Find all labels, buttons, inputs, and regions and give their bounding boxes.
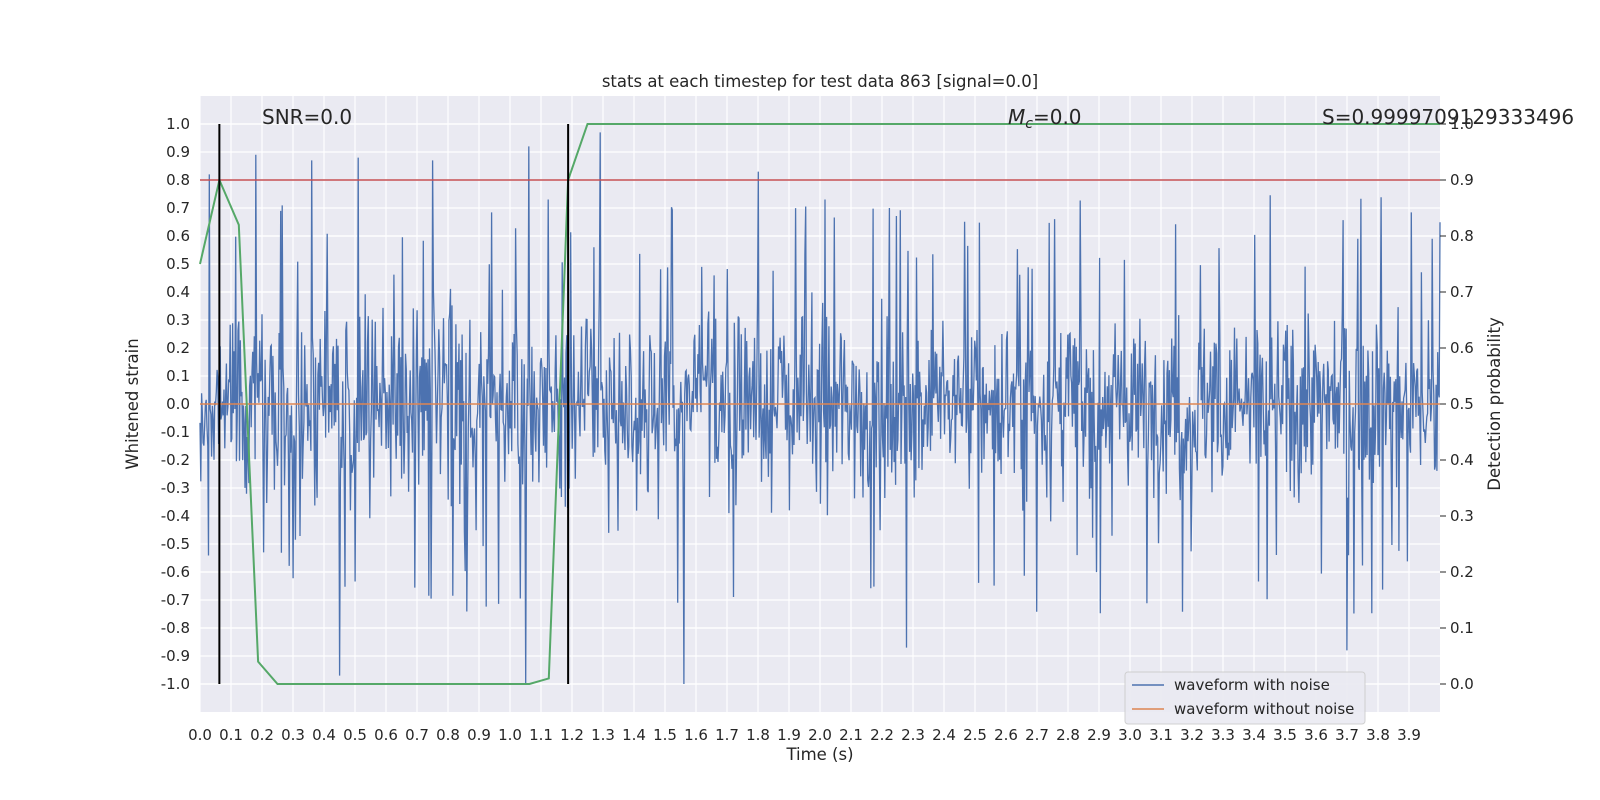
y2-tick-label: 0.3 [1450,507,1474,525]
x-tick-label: 1.8 [746,726,770,744]
y-tick-label: 0.5 [166,255,190,273]
x-tick-label: 0.0 [188,726,212,744]
x-tick-label: 1.6 [684,726,708,744]
y2-tick-label: 1.0 [1450,115,1474,133]
y-tick-label: -0.1 [161,423,190,441]
x-tick-label: 3.2 [1180,726,1204,744]
x-tick-label: 3.1 [1149,726,1173,744]
legend: waveform with noise waveform without noi… [1124,671,1366,725]
y2-tick-label: 0.1 [1450,619,1474,637]
x-tick-label: 1.4 [622,726,646,744]
y-tick-label: -0.5 [161,535,190,553]
x-tick-label: 3.7 [1335,726,1359,744]
x-tick-label: 3.9 [1397,726,1421,744]
x-tick-label: 0.5 [343,726,367,744]
y-tick-label: 0.8 [166,171,190,189]
y-tick-label: 0.4 [166,283,190,301]
x-tick-label: 2.2 [870,726,894,744]
y-tick-label: 0.9 [166,143,190,161]
x-tick-label: 3.0 [1118,726,1142,744]
y-tick-label: -0.2 [161,451,190,469]
x-axis-ticks: 0.0 0.1 0.2 0.3 0.4 0.5 0.6 0.7 0.8 0.9 1.0 1.1 1.2 1… [188,726,1421,744]
x-tick-label: 1.9 [777,726,801,744]
y-tick-label: -0.6 [161,563,190,581]
x-tick-label: 2.7 [1025,726,1049,744]
y2-tick-label: 0.5 [1450,395,1474,413]
x-tick-label: 2.3 [901,726,925,744]
y-tick-label: 0.3 [166,311,190,329]
y-tick-label: -0.9 [161,647,190,665]
chirp-mass-value: =0.0 [1033,105,1082,129]
x-tick-label: 3.8 [1366,726,1390,744]
snr-annotation: SNR=0.0 [262,105,352,129]
y2-tick-label: 0.2 [1450,563,1474,581]
y-tick-label: 0.6 [166,227,190,245]
x-tick-label: 0.3 [281,726,305,744]
y2-axis-ticks: 1.0 0.9 0.8 0.7 0.6 0.5 0.4 0.3 0.2 0.1 0.0 [1440,115,1474,693]
x-tick-label: 0.9 [467,726,491,744]
x-tick-label: 0.8 [436,726,460,744]
y2-tick-label: 0.0 [1450,675,1474,693]
x-tick-label: 2.0 [808,726,832,744]
y-tick-label: -0.3 [161,479,190,497]
x-tick-label: 2.5 [963,726,987,744]
y-tick-label: 0.2 [166,339,190,357]
legend-box [1124,671,1366,725]
x-tick-label: 2.6 [994,726,1018,744]
chirp-mass-annotation: Mc=0.0 [1008,105,1082,132]
x-tick-label: 1.7 [715,726,739,744]
y-axis-ticks: 1.0 0.9 0.8 0.7 0.6 0.5 0.4 0.3 0.2 0.1 0.0 -0.1 -0.… [161,115,190,693]
x-tick-label: 3.5 [1273,726,1297,744]
y2-tick-label: 0.9 [1450,171,1474,189]
chart-title: stats at each timestep for test data 863… [602,72,1038,91]
x-tick-label: 2.1 [839,726,863,744]
y-tick-label: -0.8 [161,619,190,637]
y-tick-label: -1.0 [161,675,190,693]
x-tick-label: 0.1 [219,726,243,744]
x-tick-label: 3.3 [1211,726,1235,744]
y-tick-label: -0.7 [161,591,190,609]
x-tick-label: 1.5 [653,726,677,744]
y2-tick-label: 0.6 [1450,339,1474,357]
x-tick-label: 1.3 [591,726,615,744]
legend-label-clean: waveform without noise [1174,700,1354,718]
waveform-with-noise-line [199,132,1441,685]
x-tick-label: 2.8 [1056,726,1080,744]
x-axis-label: Time (s) [785,745,853,764]
x-tick-label: 1.0 [498,726,522,744]
x-tick-label: 0.6 [374,726,398,744]
chirp-mass-subscript: c [1025,116,1033,132]
x-tick-label: 3.6 [1304,726,1328,744]
x-tick-label: 1.2 [560,726,584,744]
chirp-mass-symbol: M [1008,105,1025,129]
x-tick-label: 0.4 [312,726,336,744]
y2-tick-label: 0.8 [1450,227,1474,245]
x-tick-label: 0.7 [405,726,429,744]
x-tick-label: 3.4 [1242,726,1266,744]
detection-probability-line [199,123,1440,685]
y-axis-label: Whitened strain [123,338,142,469]
x-tick-label: 2.9 [1087,726,1111,744]
y2-tick-label: 0.7 [1450,283,1474,301]
y-tick-label: 0.1 [166,367,190,385]
y-tick-label: -0.4 [161,507,190,525]
x-tick-label: 2.4 [932,726,956,744]
score-annotation: S=0.9999709129333496 [1322,105,1574,129]
y2-axis-label: Detection probability [1485,317,1504,491]
legend-label-noise: waveform with noise [1174,676,1330,694]
waveform-with-noise-series [199,132,1441,685]
y-tick-label: 0.7 [166,199,190,217]
y-tick-label: 0.0 [166,395,190,413]
y-tick-label: 1.0 [166,115,190,133]
y2-tick-label: 0.4 [1450,451,1474,469]
x-tick-label: 0.2 [250,726,274,744]
x-tick-label: 1.1 [529,726,553,744]
series-lines [199,123,1440,685]
